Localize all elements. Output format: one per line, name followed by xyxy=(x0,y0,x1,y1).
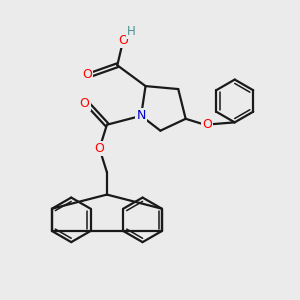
Text: O: O xyxy=(202,118,212,131)
Text: H: H xyxy=(127,25,136,38)
Text: O: O xyxy=(118,34,128,46)
Text: O: O xyxy=(94,142,104,155)
Text: N: N xyxy=(136,109,146,122)
Text: O: O xyxy=(82,68,92,81)
Text: O: O xyxy=(80,98,89,110)
